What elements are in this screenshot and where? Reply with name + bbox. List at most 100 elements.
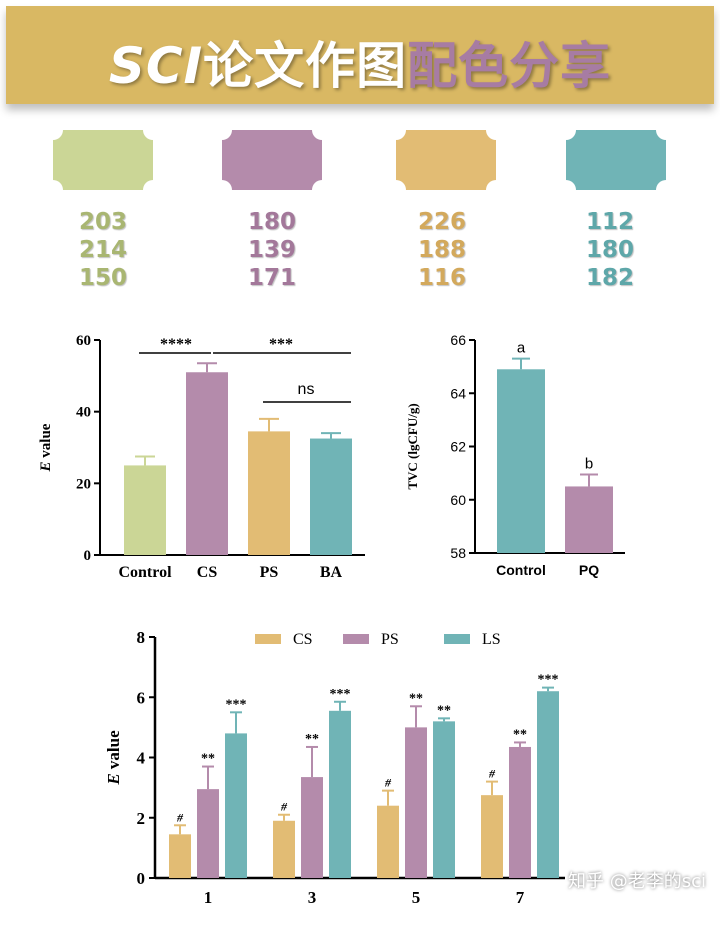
bar-ls-day-5 — [433, 721, 455, 878]
sig-mark: *** — [538, 673, 559, 688]
x-tick-label: 3 — [308, 888, 317, 907]
sig-label: ns — [298, 381, 315, 398]
y-axis-label: E value — [104, 730, 123, 786]
swatch-teal — [566, 130, 666, 190]
bar-ls-day-7 — [537, 691, 559, 878]
legend-label-ps: PS — [381, 631, 399, 648]
y-tick-label: 0 — [84, 548, 92, 564]
y-axis-label: TVC (lgCFU/g) — [405, 403, 420, 489]
bar-cs-day-5 — [377, 805, 399, 878]
y-tick-label: 64 — [450, 385, 466, 401]
swatch-gold — [396, 130, 496, 190]
y-tick-label: 40 — [76, 405, 91, 421]
sig-mark: *** — [226, 697, 247, 712]
y-tick-label: 62 — [450, 439, 466, 455]
x-tick-label: PS — [260, 564, 279, 581]
rgb-values-teal: 112 180 182 — [560, 208, 660, 292]
bar-ls-day-1 — [225, 733, 247, 878]
sig-label: *** — [269, 336, 293, 353]
watermark: 知乎 @老李的sci — [568, 871, 706, 892]
y-tick-label: 4 — [137, 749, 146, 768]
bar-control — [124, 465, 166, 555]
y-tick-label: 60 — [450, 492, 466, 508]
rgb-values-gold: 226 188 116 — [392, 208, 492, 292]
x-tick-label: Control — [496, 562, 546, 578]
y-tick-label: 0 — [137, 869, 146, 888]
rgb-g: 188 — [417, 237, 466, 263]
rgb-b: 150 — [78, 265, 127, 291]
rgb-b: 182 — [585, 265, 634, 291]
legend-swatch-cs — [255, 634, 281, 644]
rgb-g: 139 — [247, 237, 296, 263]
bar-cs — [186, 372, 228, 555]
sig-mark: # — [176, 810, 184, 824]
y-tick-label: 58 — [450, 545, 466, 561]
y-tick-label: 8 — [137, 628, 146, 647]
y-tick-label: 2 — [137, 809, 146, 828]
bar-ls-day-3 — [329, 710, 351, 878]
x-tick-label: 7 — [516, 888, 525, 907]
y-tick-label: 20 — [76, 476, 91, 492]
bar-ps-day-3 — [301, 777, 323, 878]
bar-ps-day-5 — [405, 727, 427, 878]
sig-mark: ** — [201, 752, 215, 767]
x-tick-label: PQ — [579, 562, 599, 578]
rgb-g: 180 — [585, 237, 634, 263]
swatch-shape — [53, 130, 153, 190]
banner-title-sci: SCI — [108, 37, 204, 95]
sig-mark: # — [280, 800, 288, 814]
rgb-values-green: 203 214 150 — [53, 208, 153, 292]
legend-label-cs: CS — [293, 631, 313, 648]
legend-label-ls: LS — [482, 631, 501, 648]
sig-mark: ** — [409, 691, 423, 706]
x-tick-label: 1 — [204, 888, 213, 907]
bar-cs-day-3 — [273, 820, 295, 878]
bar-cs-day-1 — [169, 834, 191, 878]
rgb-r: 226 — [417, 209, 466, 235]
legend-swatch-ls — [444, 634, 470, 644]
sig-label: **** — [160, 336, 192, 353]
banner-title-highlight: 配色分享 — [407, 37, 612, 95]
bar-ps — [248, 431, 290, 555]
rgb-values-purple: 180 139 171 — [222, 208, 322, 292]
bar-cs-day-7 — [481, 795, 503, 878]
x-tick-label: CS — [197, 564, 218, 581]
rgb-r: 112 — [585, 209, 634, 235]
bar-ba — [310, 438, 352, 555]
swatch-shape — [566, 130, 666, 190]
banner-title: SCI论文作图配色分享 — [6, 26, 714, 98]
y-tick-label: 66 — [450, 332, 466, 348]
sig-mark: # — [488, 767, 496, 781]
bar-ps-day-7 — [509, 746, 531, 878]
y-tick-label: 60 — [76, 333, 91, 349]
y-tick-label: 6 — [137, 688, 146, 707]
rgb-r: 203 — [78, 209, 127, 235]
legend-swatch-ps — [343, 634, 369, 644]
swatch-shape — [396, 130, 496, 190]
group-letter: a — [517, 340, 526, 357]
x-tick-label: BA — [320, 564, 343, 581]
sig-mark: # — [384, 776, 392, 790]
rgb-r: 180 — [247, 209, 296, 235]
sig-mark: ** — [305, 732, 319, 747]
sig-mark: ** — [437, 703, 451, 718]
swatch-shape — [222, 130, 322, 190]
rgb-g: 214 — [78, 237, 127, 263]
banner-title-main: 论文作图 — [203, 37, 408, 95]
rgb-b: 116 — [417, 265, 466, 291]
sig-mark: ** — [513, 727, 527, 742]
sig-mark: *** — [330, 687, 351, 702]
title-banner: SCI论文作图配色分享 — [6, 6, 714, 104]
rgb-b: 171 — [247, 265, 296, 291]
bar-control — [497, 369, 545, 553]
swatch-purple — [222, 130, 322, 190]
group-letter: b — [585, 455, 593, 472]
chart-tvc: 58 60 62 64 66 Control a PQ b TVC (lgCFU/g) — [405, 332, 625, 578]
bar-ps-day-1 — [197, 789, 219, 878]
x-tick-label: 5 — [412, 888, 421, 907]
y-axis-label: E value — [38, 423, 54, 472]
swatch-green — [53, 130, 153, 190]
bar-pq — [565, 486, 613, 553]
